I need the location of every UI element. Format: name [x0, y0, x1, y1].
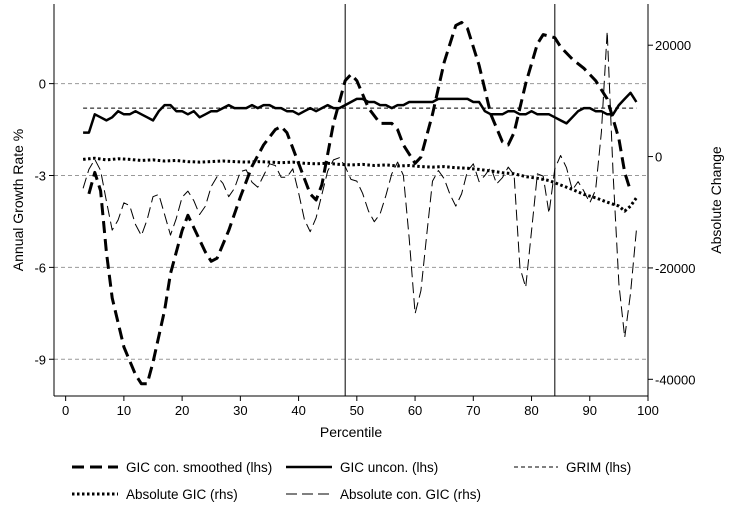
series-line [83, 91, 638, 134]
legend-label: Absolute GIC (rhs) [126, 487, 238, 502]
x-tick-label: 50 [350, 403, 364, 418]
x-tick-label: 0 [62, 403, 69, 418]
right-y-axis-title: Absolute Change [708, 146, 724, 254]
left-y-axis-title: Annual Growth Rate % [10, 129, 26, 271]
right-y-tick-label: -40000 [655, 372, 695, 387]
series-line [82, 156, 638, 213]
x-tick-label: 20 [175, 403, 189, 418]
series-lines [82, 20, 638, 386]
x-tick-label: 70 [466, 403, 480, 418]
legend: GIC con. smoothed (lhs) GIC uncon. (lhs) G… [72, 460, 631, 502]
x-tick-label: 80 [524, 403, 538, 418]
right-y-tick-label: 0 [655, 150, 662, 165]
x-tick-label: 100 [637, 403, 659, 418]
axes [53, 4, 649, 397]
x-axis-title: Percentile [320, 424, 382, 440]
x-tick-label: 90 [583, 403, 597, 418]
grid-lines [54, 83, 648, 360]
right-y-tick-label: -20000 [655, 261, 695, 276]
x-tick-label: 30 [233, 403, 247, 418]
legend-label: GRIM (lhs) [566, 460, 631, 475]
right-y-tick-label: 20000 [655, 38, 691, 53]
legend-label: Absolute con. GIC (rhs) [340, 487, 481, 502]
legend-label: GIC uncon. (lhs) [340, 460, 438, 475]
tick-labels: 0 10 20 30 40 50 60 70 80 90 100 0 -3 -6 -9 20000 0 -2000… [34, 38, 695, 418]
legend-label: GIC con. smoothed (lhs) [126, 460, 272, 475]
reference-vertical-lines [344, 4, 556, 396]
x-tick-label: 60 [408, 403, 422, 418]
left-y-tick-label: 0 [39, 77, 46, 92]
series-line [87, 20, 632, 386]
left-y-tick-label: -3 [34, 169, 46, 184]
x-tick-label: 10 [117, 403, 131, 418]
left-y-tick-label: -9 [34, 352, 46, 367]
x-tick-label: 40 [291, 403, 305, 418]
left-y-tick-label: -6 [34, 260, 46, 275]
series-line [82, 30, 637, 338]
